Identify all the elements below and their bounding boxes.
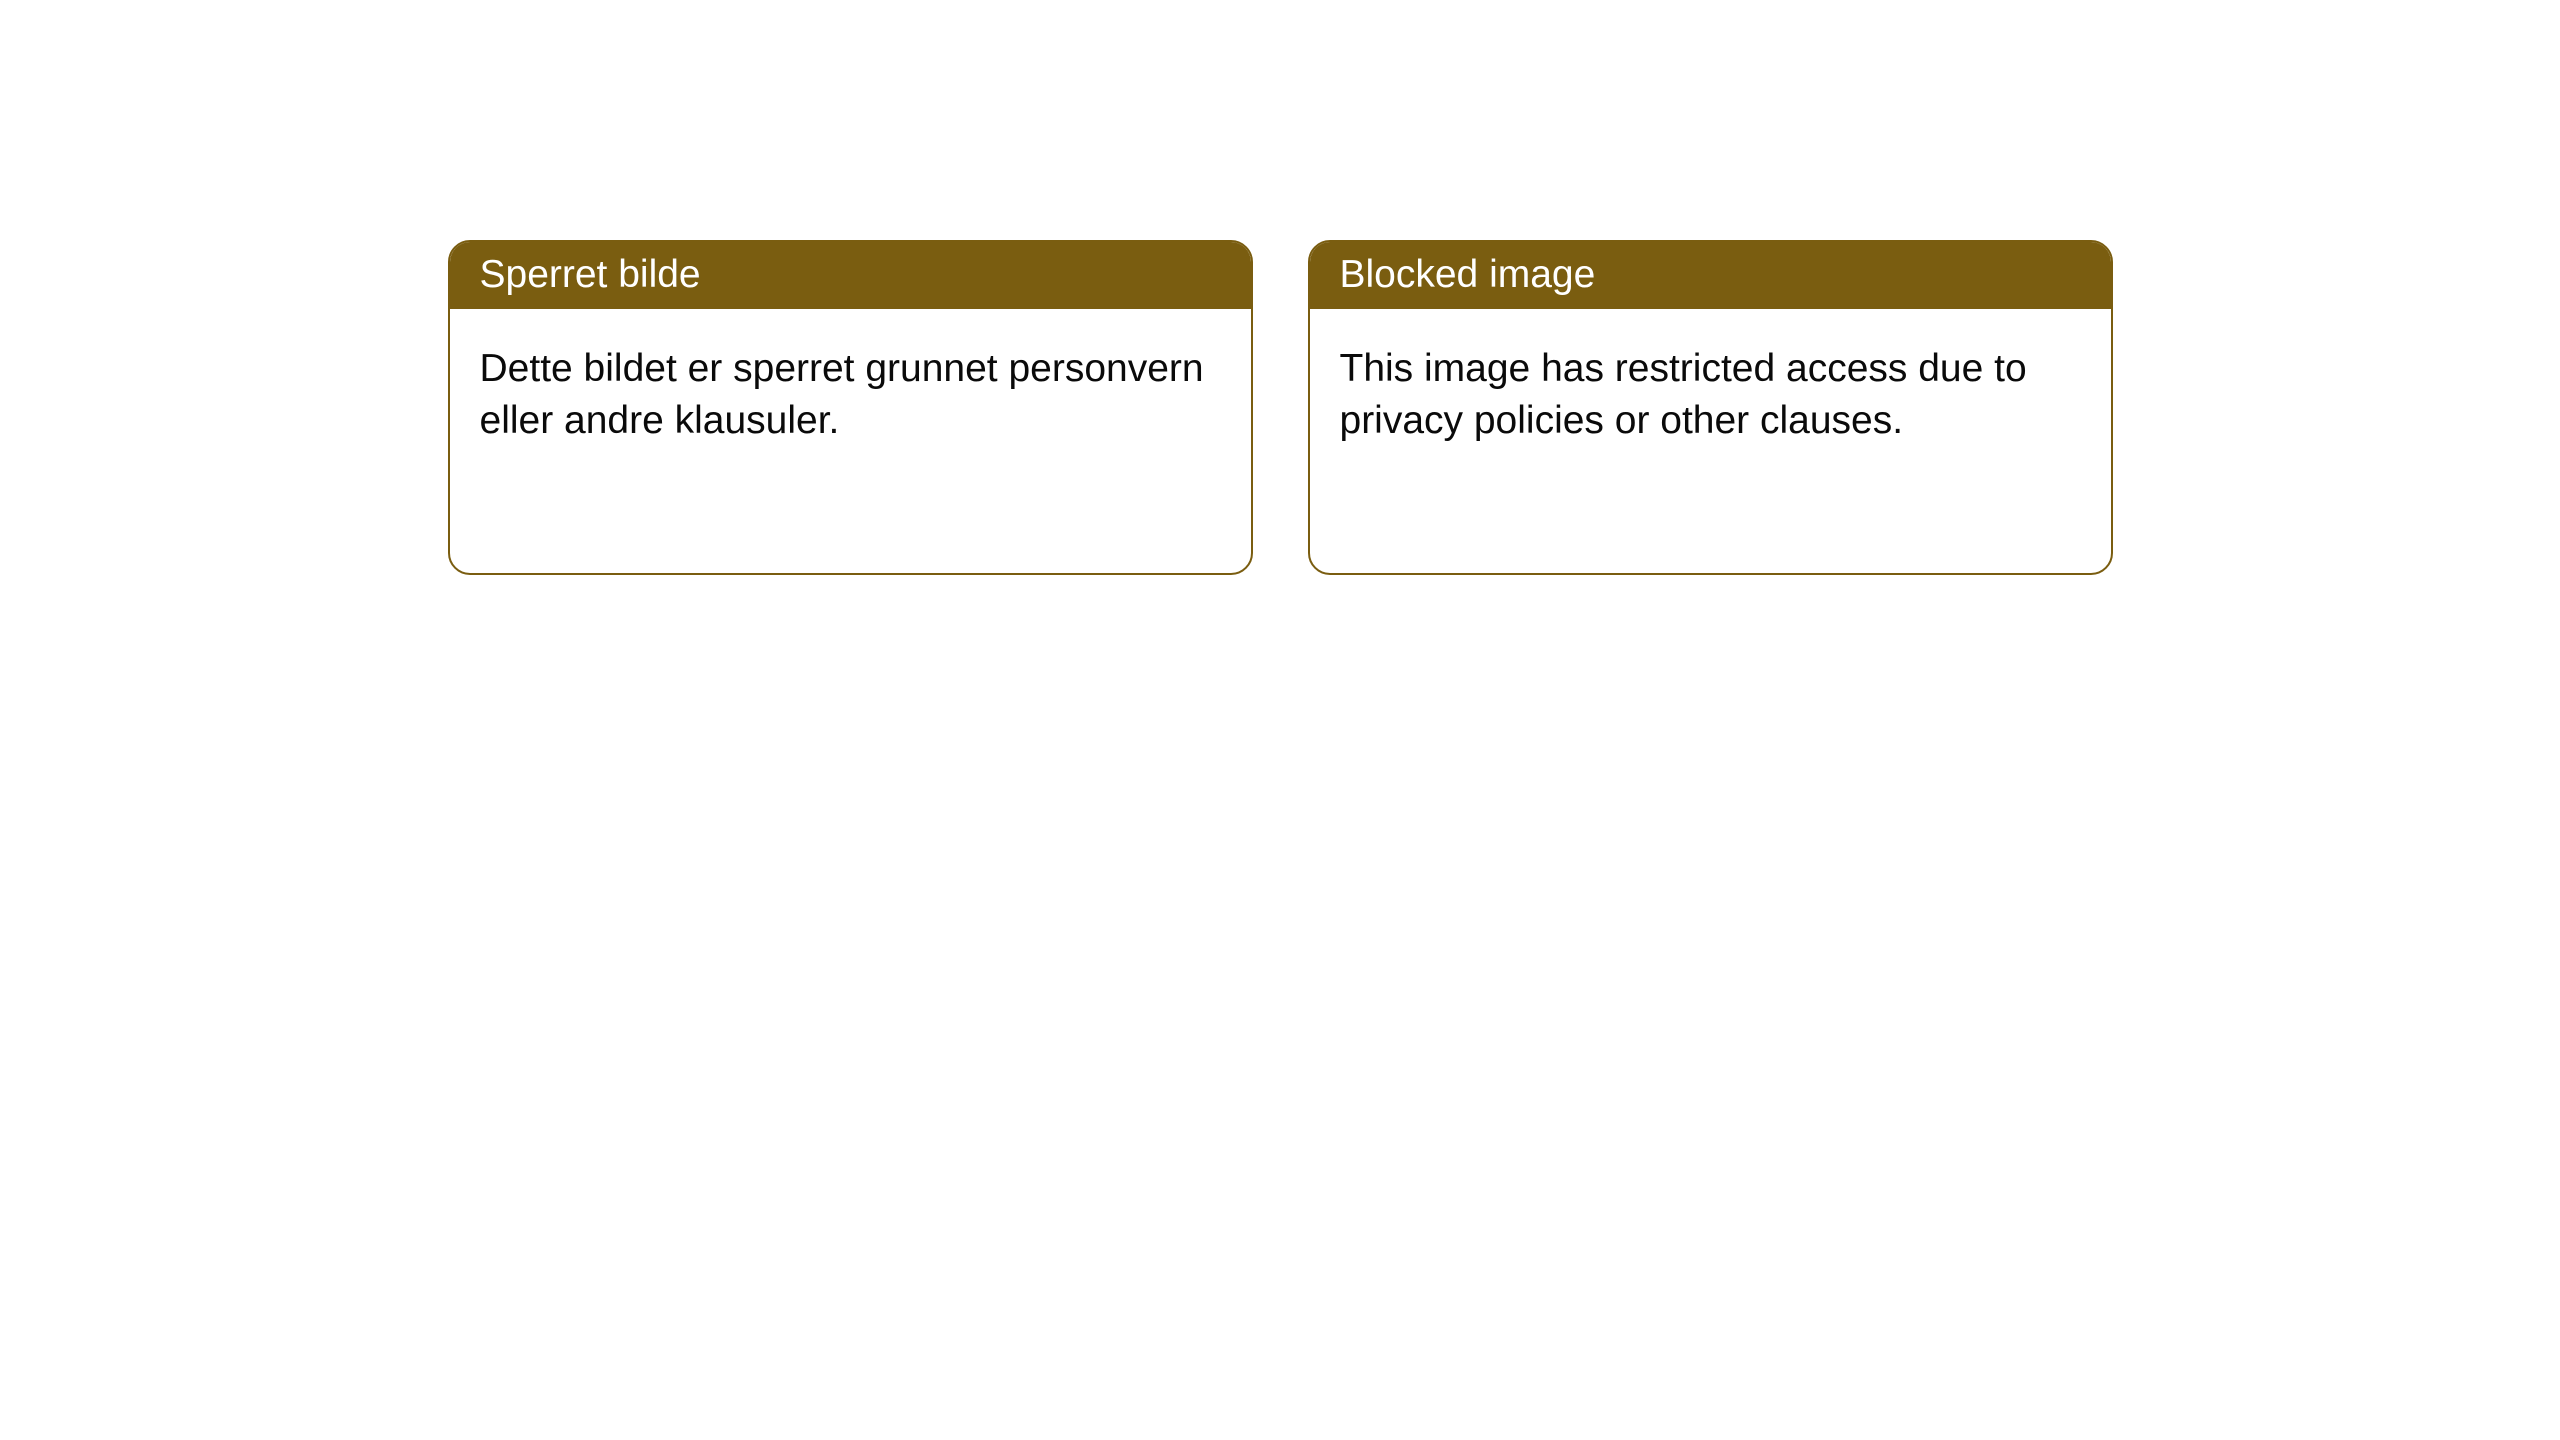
card-body-en: This image has restricted access due to … — [1310, 309, 2111, 482]
card-body-text-no: Dette bildet er sperret grunnet personve… — [480, 347, 1204, 443]
card-header-en: Blocked image — [1310, 242, 2111, 309]
cards-container: Sperret bilde Dette bildet er sperret gr… — [448, 240, 2113, 1440]
card-title-en: Blocked image — [1340, 253, 1596, 296]
card-title-no: Sperret bilde — [480, 253, 701, 296]
card-body-text-en: This image has restricted access due to … — [1340, 347, 2027, 443]
card-header-no: Sperret bilde — [450, 242, 1251, 309]
card-body-no: Dette bildet er sperret grunnet personve… — [450, 309, 1251, 482]
blocked-image-card-en: Blocked image This image has restricted … — [1308, 240, 2113, 575]
blocked-image-card-no: Sperret bilde Dette bildet er sperret gr… — [448, 240, 1253, 575]
